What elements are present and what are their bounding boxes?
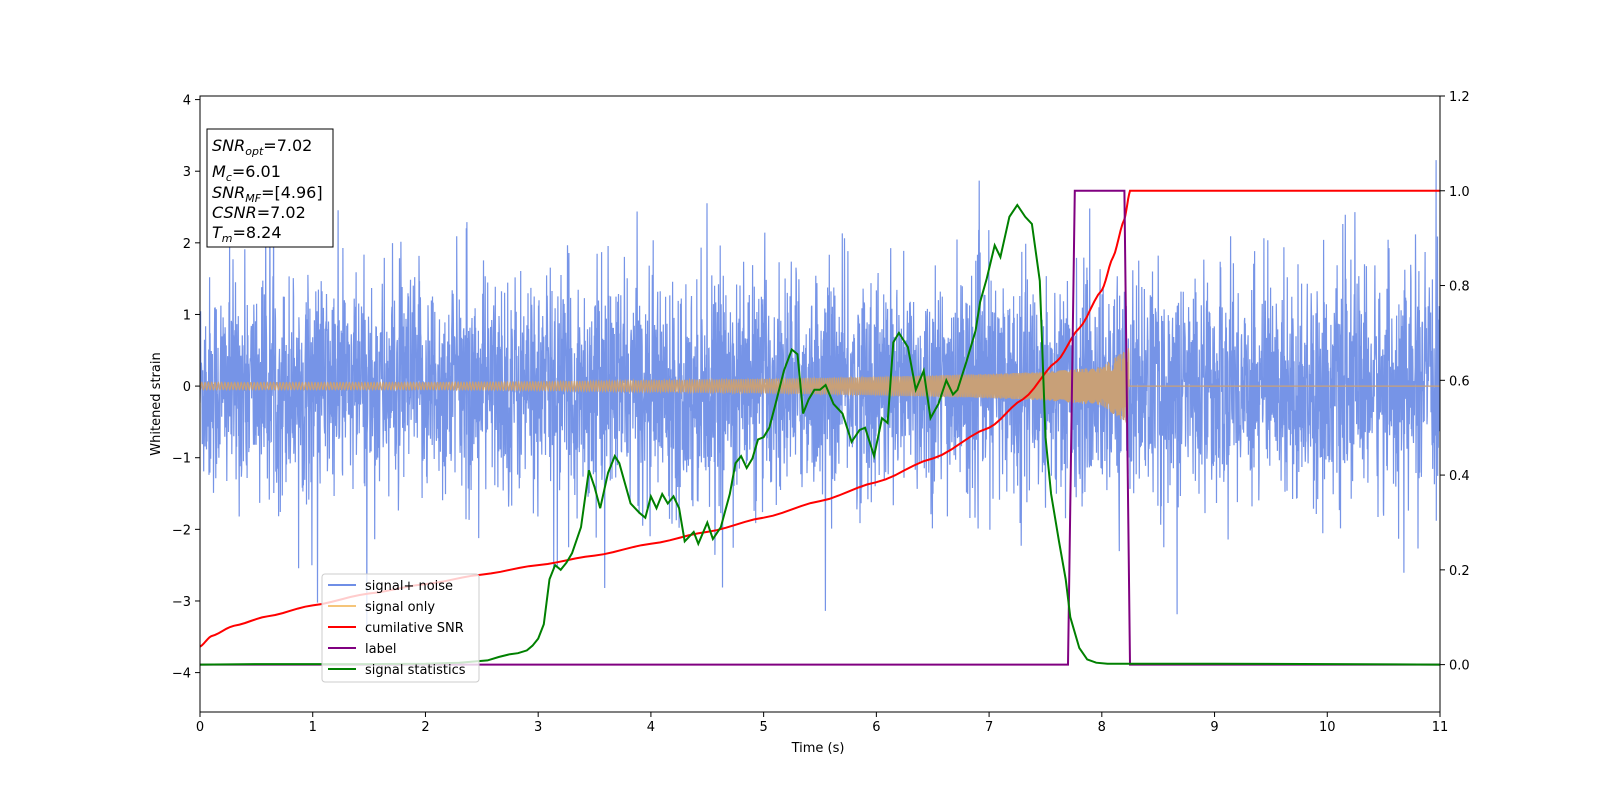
x-tick-label: 7 bbox=[985, 720, 993, 735]
info-snr-opt-symbol: SNR bbox=[212, 136, 245, 155]
y-left-tick-label: −3 bbox=[172, 595, 191, 610]
x-tick-label: 2 bbox=[421, 720, 429, 735]
legend-label-cumulative-snr: cumilative SNR bbox=[365, 621, 464, 636]
legend-label-signal-statistics: signal statistics bbox=[365, 663, 466, 678]
info-tm-symbol: T bbox=[212, 223, 223, 242]
y-axis-label: Whitened strain bbox=[149, 352, 164, 455]
y-left-tick-label: −2 bbox=[172, 523, 191, 538]
x-tick-label: 11 bbox=[1432, 720, 1449, 735]
y-right-tick-label: 1.0 bbox=[1449, 185, 1470, 200]
info-csnr-value: =7.02 bbox=[257, 203, 306, 222]
x-tick-label: 10 bbox=[1319, 720, 1336, 735]
series-signal-only bbox=[200, 348, 1440, 423]
info-snr-opt-subscript: opt bbox=[245, 145, 264, 158]
y-left-tick-label: 0 bbox=[183, 380, 191, 395]
y-right-tick-label: 0.4 bbox=[1449, 469, 1470, 484]
series-signal-noise bbox=[200, 160, 1440, 630]
y-right-tick-label: 0.8 bbox=[1449, 280, 1470, 295]
x-tick-label: 5 bbox=[759, 720, 767, 735]
plot-area bbox=[200, 160, 1440, 666]
x-tick-label: 0 bbox=[196, 720, 204, 735]
axes-frame bbox=[199, 95, 1441, 713]
y-right-tick-label: 1.2 bbox=[1449, 90, 1470, 105]
y-left-tick-label: −4 bbox=[172, 667, 191, 682]
info-mc-symbol: M bbox=[212, 162, 226, 181]
x-tick-label: 1 bbox=[309, 720, 317, 735]
series-cumulative-snr bbox=[200, 189, 1440, 648]
x-tick-label: 9 bbox=[1210, 720, 1218, 735]
legend-frame bbox=[321, 573, 480, 683]
info-line-snr-mf: SNRMF=[4.96] bbox=[212, 183, 323, 205]
y-right-tick-label: 0.0 bbox=[1449, 659, 1470, 674]
y-left-tick-label: 1 bbox=[183, 308, 191, 323]
x-tick-label: 3 bbox=[534, 720, 542, 735]
x-axis-label: Time (s) bbox=[791, 741, 845, 756]
info-line-snr-opt: SNRopt=7.02 bbox=[212, 136, 312, 158]
x-tick-label: 6 bbox=[872, 720, 880, 735]
info-line-mc: Mc=6.01 bbox=[212, 162, 281, 184]
info-snr-mf-subscript: MF bbox=[245, 192, 261, 205]
info-mc-value: =6.01 bbox=[232, 162, 281, 181]
legend-label-signal-noise: signal+ noise bbox=[365, 579, 453, 594]
legend-label-label: label bbox=[365, 642, 396, 657]
y-left-tick-label: 4 bbox=[183, 94, 191, 109]
y-left-tick-label: 2 bbox=[183, 237, 191, 252]
info-line-tm: Tm=8.24 bbox=[212, 223, 282, 245]
info-snr-mf-symbol: SNR bbox=[212, 183, 245, 202]
x-tick-label: 4 bbox=[647, 720, 655, 735]
y-right-tick-label: 0.6 bbox=[1449, 374, 1470, 389]
info-box-frame bbox=[206, 128, 334, 248]
y-left-tick-label: −1 bbox=[172, 452, 191, 467]
info-line-csnr: CSNR=7.02 bbox=[212, 203, 306, 222]
legend: signal+ noise signal only cumilative SNR… bbox=[321, 573, 480, 683]
info-mc-subscript: c bbox=[226, 171, 232, 184]
info-snr-mf-value: =[4.96] bbox=[261, 183, 323, 202]
series-signal-statistics bbox=[200, 203, 1440, 666]
x-tick-label: 8 bbox=[1098, 720, 1106, 735]
info-tm-subscript: m bbox=[222, 232, 233, 245]
info-tm-value: =8.24 bbox=[233, 223, 282, 242]
axis-ticks: 0 1 2 3 4 5 6 7 8 9 10 11 −4 −3 −2 −1 0 1 2 3 4 0.0 0.2 0.4 0.6 0… bbox=[172, 90, 1470, 735]
y-right-tick-label: 0.2 bbox=[1449, 564, 1470, 579]
y-left-tick-label: 3 bbox=[183, 165, 191, 180]
info-csnr-symbol: CSNR bbox=[212, 203, 257, 222]
info-box: SNRopt=7.02 Mc=6.01 SNRMF=[4.96] CSNR=7.… bbox=[206, 128, 334, 248]
info-snr-opt-value: =7.02 bbox=[263, 136, 312, 155]
legend-label-signal-only: signal only bbox=[365, 600, 435, 615]
